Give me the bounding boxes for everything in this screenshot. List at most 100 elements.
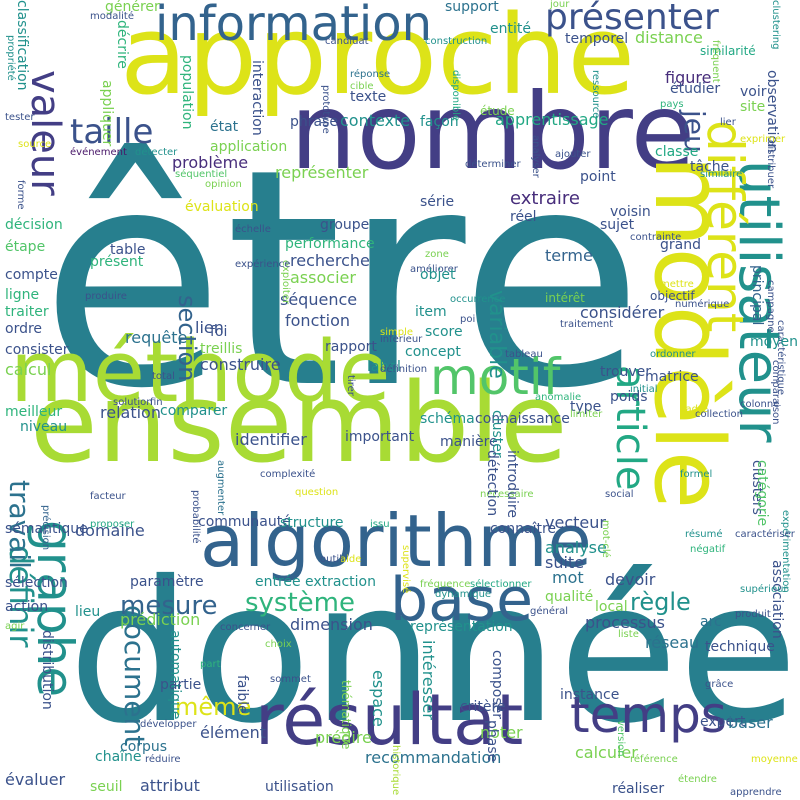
cloud-word: information [155,0,433,52]
cloud-word: probabilité [190,490,201,544]
cloud-word: fréquence [420,579,471,590]
cloud-word: population [179,55,195,130]
cloud-word: ressource [590,70,601,119]
cloud-word: observation [764,70,780,153]
cloud-word: fonction [285,311,351,330]
cloud-word: définition [380,364,428,375]
cloud-word: principal [749,265,765,326]
cloud-word: système [245,588,355,618]
cloud-word: expert [700,714,746,730]
cloud-word: pays [660,99,684,110]
cloud-word: générer [105,0,160,15]
cloud-word: sujet [600,217,635,233]
cloud-word: fin [150,397,163,408]
cloud-word: relation [100,403,161,422]
cloud-word: facteur [90,491,126,502]
cloud-word: ordre [5,321,43,337]
cloud-word: calculer [575,743,638,762]
cloud-word: déterminer [465,159,521,170]
cloud-word: trouver [600,364,652,380]
cloud-word: meilleur [5,404,63,420]
cloud-word: dimension [290,615,373,634]
cloud-word: étude [480,104,515,118]
cloud-word: résumé [685,529,723,540]
cloud-word: version [615,720,626,757]
cloud-word: clusters [749,460,765,515]
cloud-word: considérer [580,303,665,322]
cloud-word: décision [5,217,63,233]
cloud-word: composer [489,650,505,720]
cloud-word: seuil [90,779,123,795]
cloud-word: voisin [610,204,651,220]
cloud-word: partie [160,677,202,693]
cloud-word: connaissance [475,411,570,427]
cloud-word: cible [350,81,374,92]
cloud-word: classification [14,0,30,91]
cloud-word: prédire [315,728,372,747]
cloud-word: construction [425,36,488,47]
cloud-word: concept [405,344,461,360]
cloud-word: jour [550,0,570,10]
cloud-word: contexte [340,111,411,130]
cloud-word: évaluation [185,199,259,215]
cloud-word: terme [545,246,593,265]
cloud-word: objet [420,267,456,283]
cloud-word: tester [5,112,35,123]
cloud-word: précision [40,505,51,551]
cloud-word: processus [585,613,665,632]
cloud-word: cadre [680,404,709,415]
cloud-word: extraire [510,188,580,209]
cloud-word: taille [70,112,154,152]
cloud-word: paramètre [130,574,204,590]
cloud-word: représenter [275,163,369,182]
cloud-word: expérimentation [780,510,791,593]
cloud-word: mesure [120,591,218,621]
cloud-word: sémantique [5,521,88,537]
cloud-word: numérique [675,299,730,310]
cloud-word: qualité [545,589,594,605]
cloud-word: présent [90,254,144,270]
cloud-word: solution [113,397,153,408]
cloud-word: similaire [700,169,743,180]
cloud-word: chaîne [95,749,142,765]
cloud-word: étendre [678,774,717,785]
cloud-word: concerner [220,622,271,633]
cloud-word: formel [680,469,713,480]
cloud-word: graphe [26,520,84,698]
cloud-word: point [580,169,616,185]
cloud-word: structure [280,515,344,531]
cloud-word: proposer [90,519,135,530]
cloud-word: jeu [678,110,711,153]
cloud-word: faible [234,675,250,714]
cloud-word: caractériser [735,529,795,540]
cloud-word: ligne [5,287,40,303]
cloud-word: détecter [135,147,178,158]
cloud-word: disponible [450,70,461,122]
cloud-word: fréquent [710,40,721,83]
cloud-word: être [40,105,644,454]
cloud-word: connaître [490,521,557,537]
cloud-word: recommandation [365,748,502,767]
cloud-word: réduire [145,754,181,765]
cloud-word: façon [420,114,459,130]
cloud-word: référence [630,754,678,765]
cloud-word: article [607,365,653,491]
cloud-word: critère [460,699,506,715]
cloud-word: forme [15,180,26,210]
cloud-word: attribut [140,776,200,795]
cloud-word: support [445,0,499,15]
cloud-word: décrire [114,20,130,69]
cloud-word: événement [70,147,127,158]
cloud-word: similarité [700,44,756,58]
cloud-word: application [210,139,288,155]
cloud-word: moyenne [751,754,798,765]
cloud-word: association [769,560,785,639]
cloud-word: site [740,99,766,115]
cloud-word: issu [370,519,390,530]
cloud-word: construire [200,355,281,374]
cloud-word: manière [440,434,498,450]
cloud-word: introduire [504,450,520,518]
cloud-word: apprentissage [495,110,609,129]
cloud-word: moyen [750,334,798,350]
